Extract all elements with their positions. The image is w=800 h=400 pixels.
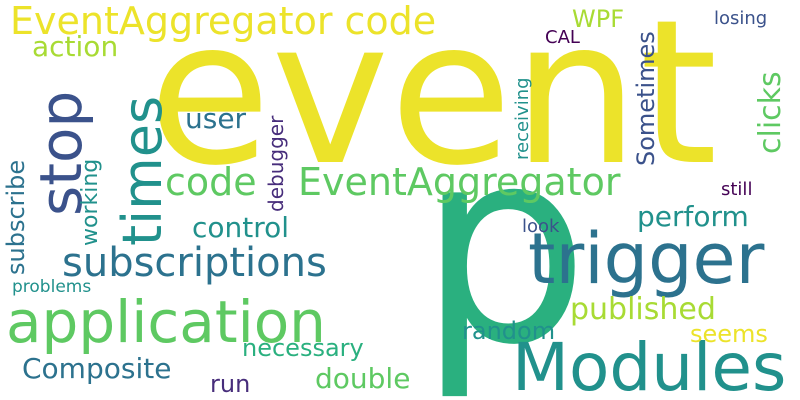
word-user: user xyxy=(185,102,247,135)
word-application: application xyxy=(6,288,326,356)
word-eventaggregator: EventAggregator xyxy=(298,160,621,204)
word-double: double xyxy=(315,362,411,395)
word-receiving: receiving xyxy=(512,77,533,160)
word-event: event xyxy=(148,0,718,210)
word-modules: Modules xyxy=(512,329,787,400)
word-action: action xyxy=(32,30,119,63)
word-published: published xyxy=(570,292,716,327)
word-working: working xyxy=(78,158,103,246)
word-cal: CAL xyxy=(545,27,580,48)
word-necessary: necessary xyxy=(242,334,364,362)
word-sometimes: Sometimes xyxy=(632,31,660,166)
word-debugger: debugger xyxy=(264,115,288,212)
word-run: run xyxy=(210,370,251,398)
word-perform: perform xyxy=(637,200,749,233)
word-control: control xyxy=(192,211,290,244)
word-problems: problems xyxy=(12,277,92,297)
word-code: code xyxy=(165,160,257,204)
word-random: random xyxy=(462,317,556,345)
word-p: p xyxy=(418,89,590,400)
word-clicks: clicks xyxy=(753,71,788,154)
word-times: times xyxy=(111,95,174,246)
word-still: still xyxy=(721,179,753,200)
word-subscriptions: subscriptions xyxy=(62,240,327,286)
word-seems: seems xyxy=(690,320,768,348)
word-wpf: WPF xyxy=(572,5,625,33)
word-look: look xyxy=(522,216,560,237)
word-trigger: trigger xyxy=(528,218,765,300)
word-eventaggregator-code: EventAggregator code xyxy=(10,0,437,43)
word-composite: Composite xyxy=(22,352,172,385)
word-subscribe: subscribe xyxy=(2,159,30,275)
word-losing: losing xyxy=(714,8,768,29)
